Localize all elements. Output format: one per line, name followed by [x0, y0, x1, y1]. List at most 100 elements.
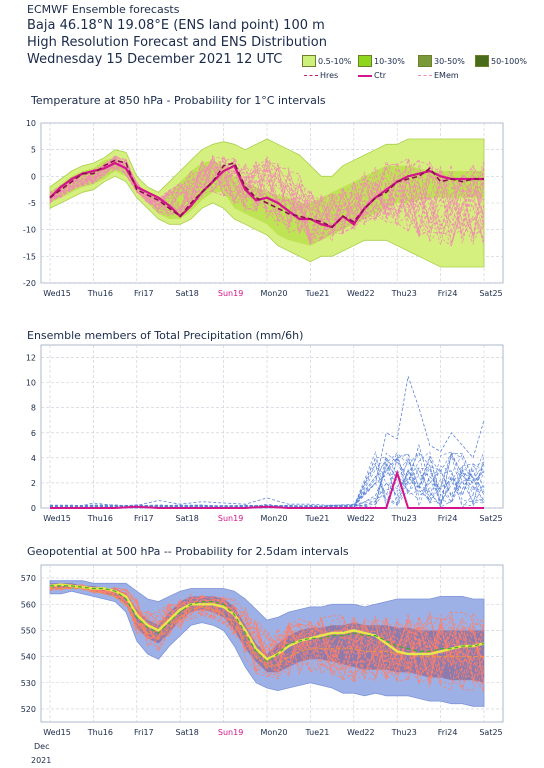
- x-tick-label: Mon20: [260, 289, 287, 298]
- temperature-chart-title: Temperature at 850 hPa - Probability for…: [31, 94, 326, 107]
- x-tick-label: Mon20: [260, 514, 287, 523]
- hres-line: [49, 159, 484, 228]
- x-tick-label: Fri24: [438, 514, 458, 523]
- x-tick-label: Wed15: [43, 728, 71, 737]
- legend-swatch: [358, 55, 372, 67]
- x-tick-label: Thu16: [87, 289, 113, 298]
- legend-item-ctr: Ctr: [358, 71, 386, 80]
- y-tick-label: 530: [21, 679, 36, 688]
- x-tick-label: Fri24: [438, 728, 458, 737]
- legend-item-prob-3: 50-100%: [475, 55, 527, 67]
- probability-band-outer: [49, 580, 485, 707]
- ctr-line: [49, 583, 485, 661]
- ensemble-member-line: [49, 156, 485, 237]
- x-tick-label: Wed22: [347, 728, 375, 737]
- legend-label: Ctr: [374, 71, 387, 80]
- x-tick-label: Mon20: [260, 728, 287, 737]
- x-tick-label: Tue21: [304, 728, 329, 737]
- x-tick-label: Thu23: [391, 728, 417, 737]
- x-tick-label: Thu23: [391, 289, 417, 298]
- ensemble-member-line: [49, 584, 485, 680]
- ensemble-member-line: [49, 160, 485, 241]
- ensemble-member-line: [49, 584, 485, 679]
- ensemble-member-line: [49, 157, 485, 238]
- x-tick-label: Fri17: [134, 514, 154, 523]
- legend-label: EMem: [434, 71, 459, 80]
- ensemble-member-line: [49, 155, 485, 240]
- y-tick-label: 540: [21, 653, 36, 662]
- y-tick-label: 0: [31, 172, 36, 181]
- geopotential-chart-title: Geopotential at 500 hPa -- Probability f…: [27, 545, 349, 558]
- x-tick-label: Sun19: [218, 728, 243, 737]
- legend-item-prob-1: 10-30%: [358, 55, 405, 67]
- x-tick-label: Sat18: [176, 728, 199, 737]
- legend-swatch: [418, 55, 432, 67]
- header-subtitle: ECMWF Ensemble forecasts: [27, 3, 180, 16]
- legend-line: [418, 75, 432, 76]
- y-tick-label: 10: [26, 119, 36, 128]
- header-description: High Resolution Forecast and ENS Distrib…: [27, 35, 327, 50]
- ctr-line: [49, 161, 484, 229]
- ensemble-member-line: [49, 155, 485, 234]
- y-tick-label: 2: [31, 479, 36, 488]
- y-tick-label: -15: [23, 252, 36, 261]
- legend-item-prob-2: 30-50%: [418, 55, 465, 67]
- legend-swatch: [302, 55, 316, 67]
- ensemble-member-line: [49, 585, 485, 681]
- y-tick-label: 550: [21, 626, 36, 635]
- x-tick-label: Tue21: [304, 514, 329, 523]
- y-tick-label: -20: [23, 279, 36, 288]
- ensemble-member-line: [49, 585, 485, 682]
- x-tick-label: Thu16: [87, 514, 113, 523]
- ensemble-member-line: [49, 156, 485, 243]
- x-tick-label: Sat18: [176, 514, 199, 523]
- ensemble-member-line: [49, 158, 485, 244]
- x-tick-label: Sat25: [479, 728, 502, 737]
- precipitation-chart: Wed15 Thu16 Fri17 Sat18 Sun19 Mon20 Tue21 Wed22…: [26, 344, 504, 523]
- ensemble-member-line: [49, 584, 485, 691]
- legend-label: 50-100%: [491, 56, 527, 66]
- x-tick-label: Fri17: [134, 289, 154, 298]
- x-tick-label: Fri24: [438, 289, 458, 298]
- y-tick-label: 6: [31, 429, 36, 438]
- header-location: Baja 46.18°N 19.08°E (ENS land point) 10…: [27, 18, 325, 33]
- legend: 0.5-10% 10-30% 30-50% 50-100% Hres Ctr E…: [300, 53, 540, 85]
- probability-band-inner: [50, 583, 484, 683]
- plot-frame: [40, 564, 504, 723]
- hres-line: [50, 585, 485, 663]
- legend-label: Hres: [320, 71, 339, 80]
- ensemble-member-line: [49, 453, 485, 508]
- y-tick-label: 560: [21, 600, 36, 609]
- ensemble-member-line: [49, 585, 485, 685]
- y-tick-label: 4: [31, 454, 36, 463]
- ensemble-member-line: [49, 155, 485, 247]
- x-tick-label: Sat25: [479, 289, 502, 298]
- y-tick-label: 10: [26, 379, 36, 388]
- ensemble-member-line: [49, 154, 485, 233]
- ensemble-member-line: [49, 156, 485, 237]
- ensemble-member-line: [49, 162, 485, 232]
- y-tick-label: 5: [31, 146, 36, 155]
- ensemble-member-line: [49, 584, 485, 691]
- y-tick-label: 0: [31, 504, 36, 513]
- legend-item-hres: Hres: [304, 71, 338, 80]
- x-axis-month: Dec: [34, 742, 50, 751]
- x-tick-label: Sun19: [218, 514, 243, 523]
- legend-item-prob-0: 0.5-10%: [302, 55, 351, 67]
- legend-label: 0.5-10%: [318, 56, 352, 66]
- legend-line: [358, 74, 372, 77]
- x-axis-year: 2021: [31, 756, 52, 765]
- ensemble-member-line: [49, 584, 485, 685]
- precipitation-chart-title: Ensemble members of Total Precipitation …: [27, 329, 304, 342]
- ensemble-member-line: [49, 163, 485, 247]
- x-tick-label: Wed22: [347, 514, 375, 523]
- y-tick-label: 570: [21, 574, 36, 583]
- y-tick-label: 8: [31, 404, 36, 413]
- x-tick-label: Wed22: [347, 289, 375, 298]
- probability-band-inner: [50, 157, 484, 246]
- x-tick-label: Tue21: [304, 289, 329, 298]
- hres-line: [50, 469, 484, 509]
- y-tick-label: 520: [21, 705, 36, 714]
- temperature-chart: Wed15 Thu16 Fri17 Sat18 Sun19 Mon20 Tue21 Wed22…: [23, 119, 504, 298]
